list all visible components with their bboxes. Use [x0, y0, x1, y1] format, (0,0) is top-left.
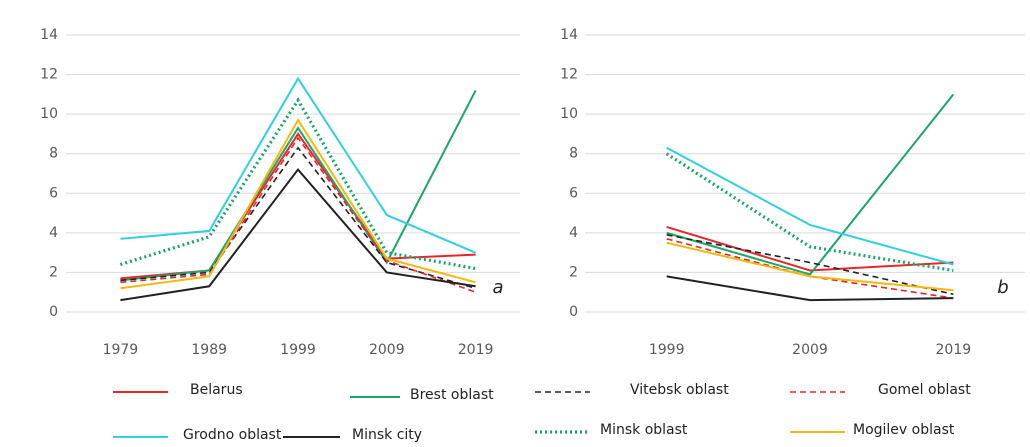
series-line	[665, 152, 954, 273]
y-tick-label: 14	[560, 27, 578, 43]
series-line	[120, 132, 476, 280]
legend-label: Minsk city	[352, 427, 422, 443]
y-tick-label: 4	[569, 225, 578, 241]
series-line	[666, 225, 954, 272]
y-tick-label: 2	[569, 264, 578, 280]
x-tick-label: 1989	[191, 342, 227, 358]
y-tick-label: 10	[560, 106, 578, 122]
x-tick-label: 2009	[792, 342, 828, 358]
y-tick-label: 8	[49, 146, 58, 162]
y-tick-label: 2	[49, 264, 58, 280]
legend-label: Minsk oblast	[600, 422, 688, 438]
y-tick-label: 12	[40, 67, 58, 83]
panel-label: a	[492, 277, 503, 298]
x-tick-label: 2019	[458, 342, 494, 358]
legend-label: Mogilev oblast	[853, 422, 955, 438]
series-line	[120, 76, 476, 254]
y-tick-label: 4	[49, 225, 58, 241]
y-tick-label: 6	[569, 185, 578, 201]
y-tick-label: 14	[40, 27, 58, 43]
x-tick-label: 1999	[649, 342, 685, 358]
x-tick-label: 1979	[103, 342, 139, 358]
series-line	[666, 275, 954, 302]
series-line	[666, 146, 954, 266]
series-line	[666, 238, 954, 299]
y-tick-label: 12	[560, 67, 578, 83]
series-line	[120, 167, 476, 302]
legend-label: Grodno oblast	[183, 427, 282, 443]
series-line	[120, 118, 476, 290]
series-line	[120, 136, 476, 293]
x-tick-label: 1999	[280, 342, 316, 358]
series-line	[666, 93, 955, 276]
series-line	[666, 234, 954, 295]
x-tick-label: 2009	[369, 342, 405, 358]
legend-label: Belarus	[190, 382, 243, 398]
y-tick-label: 10	[40, 106, 58, 122]
legend-label: Vitebsk oblast	[630, 382, 729, 398]
y-tick-label: 6	[49, 185, 58, 201]
series-line	[666, 241, 954, 292]
y-tick-label: 8	[569, 146, 578, 162]
panel-label: b	[997, 277, 1008, 298]
legend-label: Brest oblast	[410, 387, 494, 403]
legend-label: Gomel oblast	[878, 382, 971, 398]
series-line	[120, 146, 476, 290]
y-tick-label: 0	[49, 304, 58, 320]
series-line	[120, 89, 477, 282]
x-tick-label: 2019	[936, 342, 972, 358]
y-tick-label: 0	[569, 304, 578, 320]
series-line	[119, 97, 476, 271]
